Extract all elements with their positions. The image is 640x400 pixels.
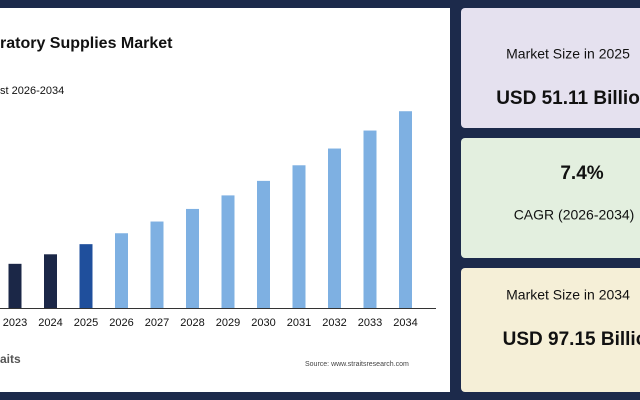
x-tick-label: 2033 bbox=[358, 317, 382, 329]
bar bbox=[115, 233, 128, 308]
x-tick-label: 2029 bbox=[216, 317, 240, 329]
card-label: CAGR (2026-2034) bbox=[514, 207, 635, 223]
card-value: USD 97.15 Billio bbox=[503, 329, 640, 350]
bar bbox=[186, 208, 199, 308]
x-tick-label: 2034 bbox=[393, 317, 417, 329]
chart-title: ratory Supplies Market bbox=[0, 35, 173, 52]
card bbox=[461, 268, 640, 392]
bar bbox=[257, 180, 270, 308]
card bbox=[461, 8, 640, 128]
x-tick-label: 2025 bbox=[74, 317, 98, 329]
card-value: 7.4% bbox=[560, 163, 603, 184]
x-tick-label: 2027 bbox=[145, 317, 169, 329]
x-tick-label: 2031 bbox=[287, 317, 311, 329]
bar bbox=[44, 254, 57, 308]
x-tick-label: 2032 bbox=[322, 317, 346, 329]
card-value: USD 51.11 Billio bbox=[496, 88, 640, 109]
bar bbox=[328, 148, 341, 308]
card-label: Market Size in 2034 bbox=[506, 287, 630, 303]
x-tick-label: 2026 bbox=[109, 317, 133, 329]
bar bbox=[79, 244, 93, 308]
bar bbox=[399, 111, 412, 308]
bar bbox=[292, 165, 306, 308]
x-tick-label: 2030 bbox=[251, 317, 275, 329]
bar bbox=[8, 263, 22, 308]
chart-subtitle: st 2026-2034 bbox=[0, 85, 64, 97]
logo: aits bbox=[0, 352, 21, 366]
bar bbox=[221, 195, 235, 308]
card-label: Market Size in 2025 bbox=[506, 46, 630, 62]
x-tick-label: 2024 bbox=[38, 317, 62, 329]
bar bbox=[150, 221, 164, 308]
source: Source: www.straitsresearch.com bbox=[305, 361, 409, 368]
card bbox=[461, 138, 640, 258]
x-tick-label: 2028 bbox=[180, 317, 204, 329]
x-tick-label: 2023 bbox=[3, 317, 27, 329]
bar bbox=[363, 130, 377, 308]
